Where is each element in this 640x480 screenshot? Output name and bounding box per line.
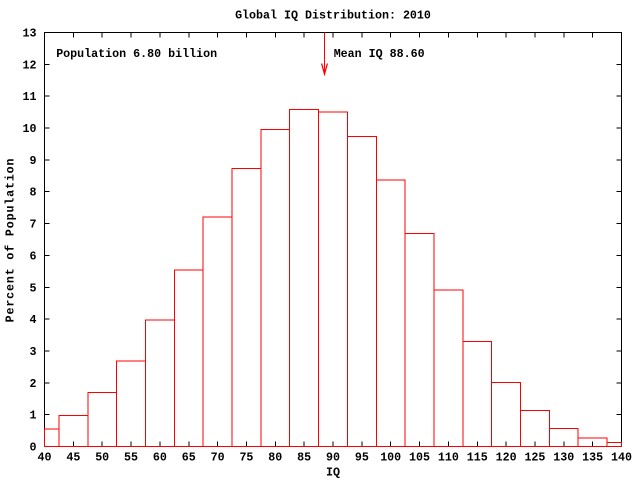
svg-text:120: 120 <box>496 451 517 465</box>
svg-text:125: 125 <box>524 451 545 465</box>
svg-text:4: 4 <box>30 313 37 327</box>
svg-text:8: 8 <box>30 186 37 200</box>
svg-text:60: 60 <box>153 451 167 465</box>
svg-text:9: 9 <box>30 154 37 168</box>
svg-text:Population 6.80 billion: Population 6.80 billion <box>56 47 217 61</box>
svg-text:40: 40 <box>38 451 52 465</box>
svg-text:Mean IQ 88.60: Mean IQ 88.60 <box>334 47 425 61</box>
svg-text:65: 65 <box>182 451 196 465</box>
svg-text:100: 100 <box>380 451 401 465</box>
svg-text:90: 90 <box>326 451 340 465</box>
svg-text:13: 13 <box>23 27 37 41</box>
svg-text:80: 80 <box>268 451 282 465</box>
svg-text:95: 95 <box>355 451 369 465</box>
svg-text:0: 0 <box>30 441 37 455</box>
svg-text:1: 1 <box>30 409 37 423</box>
svg-text:11: 11 <box>23 90 37 104</box>
svg-text:3: 3 <box>30 345 37 359</box>
svg-text:12: 12 <box>23 58 37 72</box>
svg-text:45: 45 <box>66 451 80 465</box>
svg-text:135: 135 <box>582 451 603 465</box>
svg-text:85: 85 <box>297 451 311 465</box>
svg-text:115: 115 <box>467 451 488 465</box>
svg-text:7: 7 <box>30 218 37 232</box>
svg-text:75: 75 <box>239 451 253 465</box>
svg-text:50: 50 <box>95 451 109 465</box>
svg-text:Global IQ Distribution: 2010: Global IQ Distribution: 2010 <box>235 9 431 23</box>
svg-text:5: 5 <box>30 281 37 295</box>
svg-text:10: 10 <box>23 122 37 136</box>
svg-text:70: 70 <box>211 451 225 465</box>
svg-text:Percent of Population: Percent of Population <box>4 158 18 323</box>
svg-text:105: 105 <box>409 451 430 465</box>
svg-text:110: 110 <box>438 451 459 465</box>
svg-text:IQ: IQ <box>326 466 340 480</box>
svg-text:140: 140 <box>611 451 632 465</box>
svg-text:2: 2 <box>30 377 37 391</box>
svg-text:130: 130 <box>553 451 574 465</box>
svg-text:55: 55 <box>124 451 138 465</box>
svg-text:6: 6 <box>30 249 37 263</box>
